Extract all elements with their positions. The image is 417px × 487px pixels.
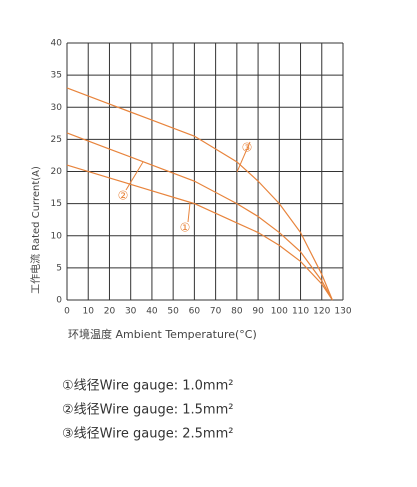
x-tick-label: 50: [167, 307, 179, 317]
y-tick-label: 10: [51, 231, 63, 241]
series-line: [66, 132, 333, 301]
leader-line: [125, 161, 144, 191]
x-tick-label: 80: [231, 307, 243, 317]
annotation: ①: [180, 221, 191, 235]
x-tick-label: 130: [334, 307, 351, 317]
y-tick-label: 5: [56, 263, 62, 273]
legend-entry: ①线径Wire gauge: 1.0mm²: [62, 379, 233, 394]
series-line: [66, 164, 333, 301]
y-tick-label: 0: [56, 296, 62, 306]
x-tick-label: 70: [210, 307, 222, 317]
x-tick-label: 20: [104, 307, 116, 317]
x-tick-label: 60: [189, 307, 201, 317]
x-tick-label: 110: [292, 307, 309, 317]
x-tick-label: 10: [83, 307, 95, 317]
y-axis-label: 工作电流 Rated Current(A): [29, 166, 42, 294]
y-tick-label: 15: [51, 199, 62, 209]
leader-line: [236, 141, 251, 173]
y-tick-label: 25: [51, 135, 62, 145]
y-tick-label: 20: [51, 167, 63, 177]
y-tick-label: 40: [51, 39, 63, 49]
annotation: ③: [242, 141, 253, 155]
x-tick-label: 120: [313, 307, 330, 317]
series-line: [66, 87, 333, 301]
legend-entry: ③线径Wire gauge: 2.5mm²: [62, 427, 233, 442]
y-tick-label: 30: [51, 103, 63, 113]
annotation: ②: [118, 189, 129, 203]
x-tick-label: 30: [125, 307, 137, 317]
x-tick-label: 0: [64, 307, 70, 317]
legend-entry: ②线径Wire gauge: 1.5mm²: [62, 403, 233, 418]
x-tick-label: 100: [271, 307, 288, 317]
x-tick-label: 40: [146, 307, 158, 317]
leader-line: [187, 202, 191, 223]
y-tick-label: 35: [51, 71, 62, 81]
x-axis-label: 环境温度 Ambient Temperature(°C): [68, 327, 257, 341]
x-tick-label: 90: [252, 307, 264, 317]
